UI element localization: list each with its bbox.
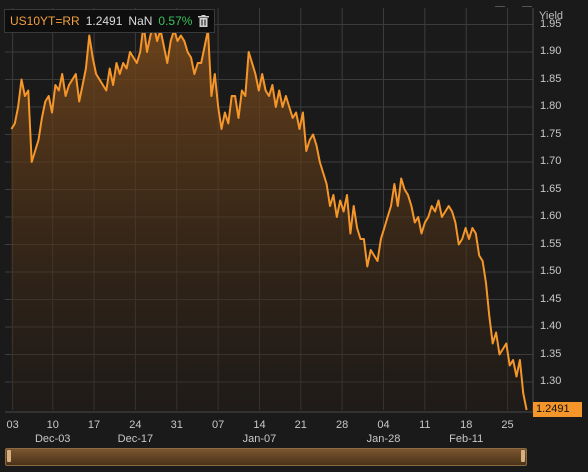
x-tick-label: 11	[419, 419, 431, 431]
x-tick-label: 14	[253, 419, 266, 431]
y-tick-label: 1.85	[540, 72, 562, 85]
y-tick-label: 1.30	[540, 375, 562, 387]
x-tick-label: 04	[377, 419, 390, 431]
y-tick-label: 1.35	[540, 347, 562, 360]
y-tick-label: 1.50	[540, 265, 562, 277]
last-value-badge: 1.2491	[533, 402, 582, 417]
x-month-label: Feb-11	[449, 433, 484, 445]
x-month-label: Dec-17	[117, 433, 154, 445]
x-tick-label: 07	[211, 419, 225, 431]
window-control[interactable]	[495, 0, 505, 7]
y-tick-label: 1.45	[540, 292, 562, 305]
series-area-fill	[11, 24, 527, 410]
y-tick-label: 1.65	[540, 182, 562, 195]
y-tick-label: 1.60	[540, 210, 562, 222]
window-control[interactable]	[522, 0, 532, 7]
y-tick-label: 1.70	[540, 155, 562, 167]
x-tick-label: 24	[129, 419, 142, 431]
legend-last-value: 1.2491	[85, 14, 123, 28]
legend: US10YT=RR 1.2491 NaN 0.57%	[4, 9, 216, 33]
navigator-left-handle[interactable]	[7, 450, 11, 462]
x-tick-label: 18	[460, 419, 473, 431]
y-axis-title: Yield	[539, 10, 564, 22]
x-tick-label: 28	[336, 419, 349, 431]
x-month-label: Jan-07	[242, 433, 277, 445]
legend-change: 0.57%	[158, 14, 193, 28]
x-tick-label: 03	[6, 419, 19, 431]
y-tick-label: 1.40	[540, 320, 562, 332]
x-tick-label: 17	[87, 419, 101, 431]
trash-icon[interactable]	[198, 15, 210, 27]
series-line	[10, 23, 528, 411]
y-tick-label: 1.55	[540, 237, 562, 250]
y-tick-label: 1.95	[540, 17, 562, 30]
x-tick-label: 21	[294, 419, 307, 431]
range-navigator[interactable]	[5, 448, 527, 466]
legend-nan: NaN	[128, 14, 153, 28]
y-tick-label: 1.80	[540, 100, 562, 112]
x-tick-label: 10	[46, 419, 59, 431]
x-month-label: Dec-03	[34, 433, 71, 445]
x-month-label: Jan-28	[366, 433, 401, 445]
x-tick-label: 25	[501, 419, 514, 431]
y-tick-label: 1.90	[540, 45, 562, 57]
legend-ticker: US10YT=RR	[10, 14, 80, 28]
x-tick-label: 31	[170, 419, 183, 431]
navigator-right-handle[interactable]	[521, 450, 525, 462]
y-tick-label: 1.75	[540, 127, 562, 140]
